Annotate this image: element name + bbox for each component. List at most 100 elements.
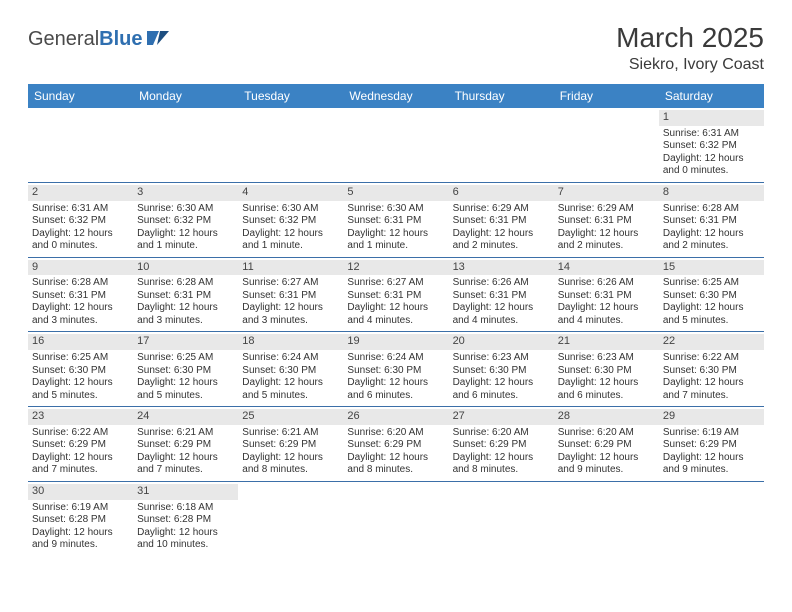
day-number: 1 [659,110,764,126]
sunrise-text: Sunrise: 6:23 AM [558,352,655,365]
sunset-text: Sunset: 6:30 PM [32,365,129,378]
day-number: 20 [449,334,554,350]
daylight-text: Daylight: 12 hours and 7 minutes. [137,452,234,477]
daylight-text: Daylight: 12 hours and 1 minute. [137,228,234,253]
day-header: Friday [554,84,659,108]
sunrise-text: Sunrise: 6:22 AM [663,352,760,365]
sunset-text: Sunset: 6:31 PM [32,290,129,303]
sunset-text: Sunset: 6:30 PM [242,365,339,378]
sunset-text: Sunset: 6:28 PM [137,514,234,527]
month-title: March 2025 [616,22,764,54]
calendar-cell [238,108,343,182]
sunrise-text: Sunrise: 6:21 AM [242,427,339,440]
day-number: 11 [238,260,343,276]
week-row: 9Sunrise: 6:28 AMSunset: 6:31 PMDaylight… [28,258,764,333]
sunset-text: Sunset: 6:31 PM [347,290,444,303]
day-number: 31 [133,484,238,500]
calendar-cell: 31Sunrise: 6:18 AMSunset: 6:28 PMDayligh… [133,482,238,556]
daylight-text: Daylight: 12 hours and 2 minutes. [558,228,655,253]
sunrise-text: Sunrise: 6:25 AM [663,277,760,290]
calendar-cell: 15Sunrise: 6:25 AMSunset: 6:30 PMDayligh… [659,258,764,332]
daylight-text: Daylight: 12 hours and 6 minutes. [347,377,444,402]
sunrise-text: Sunrise: 6:22 AM [32,427,129,440]
daylight-text: Daylight: 12 hours and 8 minutes. [453,452,550,477]
sunset-text: Sunset: 6:30 PM [663,365,760,378]
calendar-cell: 14Sunrise: 6:26 AMSunset: 6:31 PMDayligh… [554,258,659,332]
daylight-text: Daylight: 12 hours and 2 minutes. [663,228,760,253]
sunrise-text: Sunrise: 6:18 AM [137,502,234,515]
sunrise-text: Sunrise: 6:20 AM [347,427,444,440]
sunset-text: Sunset: 6:30 PM [558,365,655,378]
daylight-text: Daylight: 12 hours and 3 minutes. [32,302,129,327]
daylight-text: Daylight: 12 hours and 4 minutes. [347,302,444,327]
calendar-cell: 9Sunrise: 6:28 AMSunset: 6:31 PMDaylight… [28,258,133,332]
sunrise-text: Sunrise: 6:19 AM [32,502,129,515]
sunrise-text: Sunrise: 6:21 AM [137,427,234,440]
sunrise-text: Sunrise: 6:27 AM [242,277,339,290]
calendar-cell: 22Sunrise: 6:22 AMSunset: 6:30 PMDayligh… [659,332,764,406]
sunrise-text: Sunrise: 6:28 AM [32,277,129,290]
sunset-text: Sunset: 6:28 PM [32,514,129,527]
week-row: 30Sunrise: 6:19 AMSunset: 6:28 PMDayligh… [28,482,764,556]
day-header: Thursday [449,84,554,108]
day-number: 13 [449,260,554,276]
sunset-text: Sunset: 6:32 PM [663,140,760,153]
sunrise-text: Sunrise: 6:29 AM [558,203,655,216]
day-number: 10 [133,260,238,276]
day-number: 30 [28,484,133,500]
calendar-cell [238,482,343,556]
sunset-text: Sunset: 6:31 PM [453,290,550,303]
calendar-cell: 6Sunrise: 6:29 AMSunset: 6:31 PMDaylight… [449,183,554,257]
calendar-cell: 23Sunrise: 6:22 AMSunset: 6:29 PMDayligh… [28,407,133,481]
calendar-cell: 30Sunrise: 6:19 AMSunset: 6:28 PMDayligh… [28,482,133,556]
logo-text-1: General [28,28,99,51]
sunset-text: Sunset: 6:29 PM [453,439,550,452]
sunset-text: Sunset: 6:31 PM [663,215,760,228]
calendar: Sunday Monday Tuesday Wednesday Thursday… [28,84,764,556]
sunset-text: Sunset: 6:32 PM [242,215,339,228]
day-number: 26 [343,409,448,425]
day-header-row: Sunday Monday Tuesday Wednesday Thursday… [28,84,764,108]
daylight-text: Daylight: 12 hours and 3 minutes. [242,302,339,327]
daylight-text: Daylight: 12 hours and 4 minutes. [558,302,655,327]
week-row: 16Sunrise: 6:25 AMSunset: 6:30 PMDayligh… [28,332,764,407]
day-number: 7 [554,185,659,201]
sunrise-text: Sunrise: 6:25 AM [137,352,234,365]
daylight-text: Daylight: 12 hours and 9 minutes. [663,452,760,477]
calendar-cell: 29Sunrise: 6:19 AMSunset: 6:29 PMDayligh… [659,407,764,481]
calendar-cell: 13Sunrise: 6:26 AMSunset: 6:31 PMDayligh… [449,258,554,332]
sunrise-text: Sunrise: 6:20 AM [558,427,655,440]
sunrise-text: Sunrise: 6:30 AM [242,203,339,216]
calendar-cell: 21Sunrise: 6:23 AMSunset: 6:30 PMDayligh… [554,332,659,406]
calendar-cell: 25Sunrise: 6:21 AMSunset: 6:29 PMDayligh… [238,407,343,481]
calendar-cell [28,108,133,182]
sunrise-text: Sunrise: 6:19 AM [663,427,760,440]
daylight-text: Daylight: 12 hours and 1 minute. [347,228,444,253]
day-number: 4 [238,185,343,201]
daylight-text: Daylight: 12 hours and 5 minutes. [663,302,760,327]
sunrise-text: Sunrise: 6:31 AM [663,128,760,141]
sunrise-text: Sunrise: 6:30 AM [137,203,234,216]
week-row: 23Sunrise: 6:22 AMSunset: 6:29 PMDayligh… [28,407,764,482]
sunset-text: Sunset: 6:30 PM [453,365,550,378]
day-number: 12 [343,260,448,276]
title-block: March 2025 Siekro, Ivory Coast [616,22,764,74]
day-number: 29 [659,409,764,425]
daylight-text: Daylight: 12 hours and 5 minutes. [32,377,129,402]
calendar-cell: 27Sunrise: 6:20 AMSunset: 6:29 PMDayligh… [449,407,554,481]
sunrise-text: Sunrise: 6:28 AM [137,277,234,290]
sunrise-text: Sunrise: 6:23 AM [453,352,550,365]
calendar-cell: 12Sunrise: 6:27 AMSunset: 6:31 PMDayligh… [343,258,448,332]
sunset-text: Sunset: 6:29 PM [242,439,339,452]
daylight-text: Daylight: 12 hours and 6 minutes. [558,377,655,402]
calendar-cell [133,108,238,182]
day-number: 16 [28,334,133,350]
day-number: 19 [343,334,448,350]
week-row: 1Sunrise: 6:31 AMSunset: 6:32 PMDaylight… [28,108,764,183]
logo-text-2: Blue [99,28,142,51]
sunset-text: Sunset: 6:30 PM [663,290,760,303]
sunrise-text: Sunrise: 6:25 AM [32,352,129,365]
calendar-cell: 28Sunrise: 6:20 AMSunset: 6:29 PMDayligh… [554,407,659,481]
day-number: 5 [343,185,448,201]
calendar-cell: 17Sunrise: 6:25 AMSunset: 6:30 PMDayligh… [133,332,238,406]
